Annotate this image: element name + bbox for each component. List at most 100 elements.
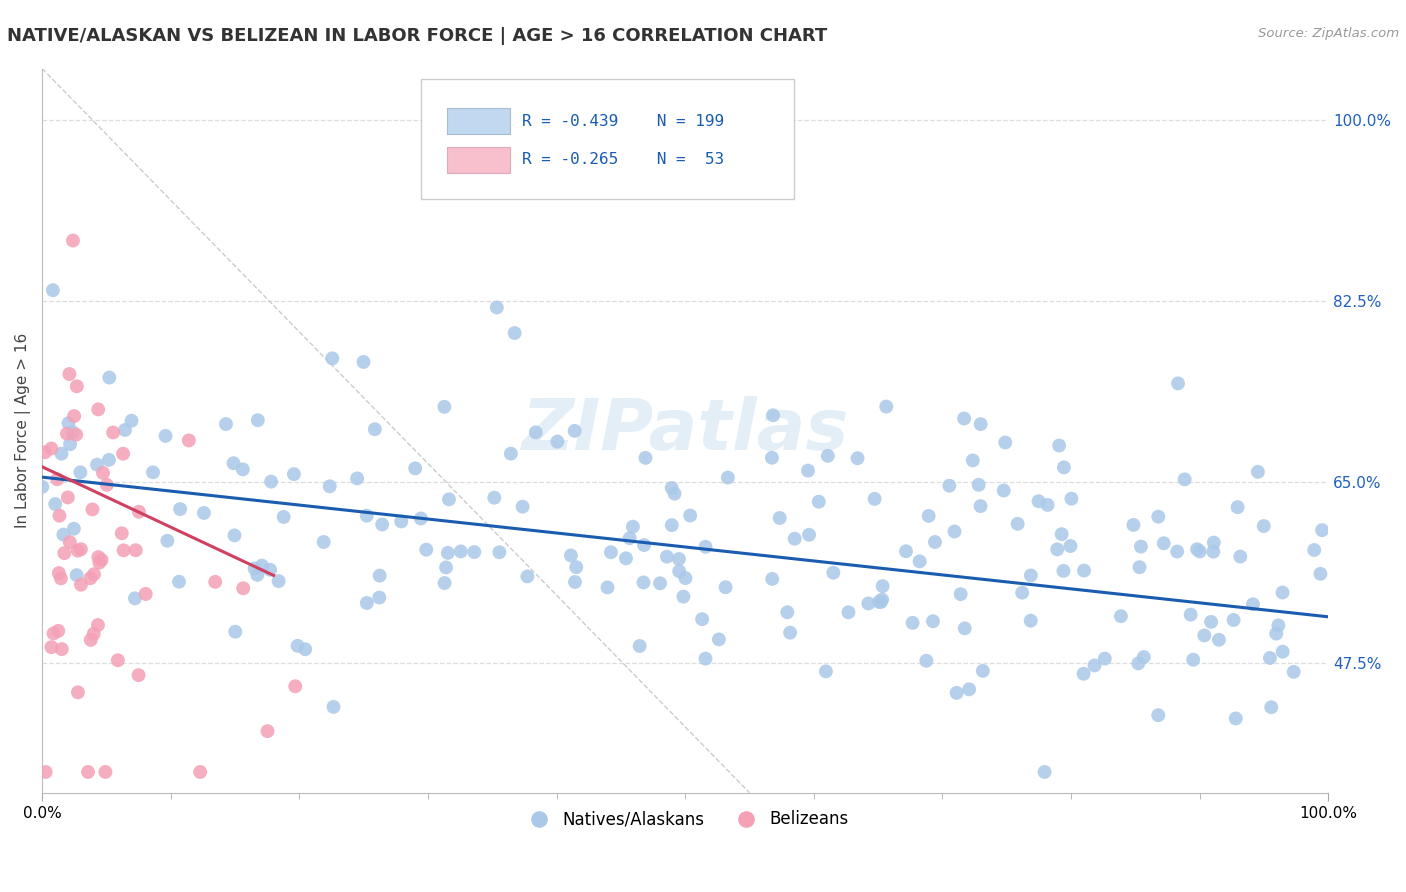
FancyBboxPatch shape [447,108,510,135]
Point [1271,585,1294,599]
Point [1225,711,1247,725]
Point [872,579,894,593]
Point [114,423,136,437]
Point [673,571,696,585]
Point [86,458,108,472]
Point [1174,472,1197,486]
Point [128,668,150,682]
Point [65,427,87,442]
Point [1083,658,1105,673]
Point [1128,657,1150,671]
Point [967,478,990,492]
Point [188,764,211,779]
Point [596,581,619,595]
Point [1059,539,1081,553]
Point [1122,517,1144,532]
Point [797,528,820,542]
Point [246,413,269,427]
Text: ZIPatlas: ZIPatlas [522,396,849,465]
Point [215,417,238,431]
Point [312,535,335,549]
Point [63,522,86,536]
Point [814,665,837,679]
Point [34,445,56,459]
Point [769,511,792,525]
Point [565,560,588,574]
Point [512,500,534,514]
Point [634,450,657,465]
Point [1129,540,1152,554]
Point [193,506,215,520]
Point [1073,666,1095,681]
Point [322,699,344,714]
Point [564,574,586,589]
Point [80,632,103,647]
Point [204,574,226,589]
Y-axis label: In Labor Force | Age > 16: In Labor Force | Age > 16 [15,333,31,528]
Point [434,560,457,574]
Point [128,505,150,519]
Point [1247,465,1270,479]
Point [111,526,134,541]
Point [858,597,880,611]
Point [817,449,839,463]
Point [485,301,508,315]
Point [1047,438,1070,452]
Point [321,351,343,366]
Text: Source: ZipAtlas.com: Source: ZipAtlas.com [1258,27,1399,40]
Point [70,542,93,557]
Point [222,456,245,470]
Point [56,491,79,505]
Point [783,532,806,546]
Point [41,442,63,456]
Point [49,571,72,585]
Point [142,465,165,479]
Point [62,234,84,248]
Point [679,508,702,523]
Point [1147,708,1170,723]
Point [1185,542,1208,557]
Point [415,542,437,557]
Point [953,621,976,635]
Point [875,400,897,414]
Point [1094,651,1116,665]
Point [1109,609,1132,624]
Point [70,577,93,591]
Point [972,664,994,678]
Point [1309,566,1331,581]
Point [672,590,695,604]
Point [1132,650,1154,665]
Point [1019,568,1042,582]
Point [51,447,73,461]
FancyBboxPatch shape [447,146,510,173]
Point [797,464,820,478]
Point [250,558,273,573]
Point [993,483,1015,498]
Point [1253,519,1275,533]
Point [169,502,191,516]
Point [89,556,111,570]
Point [260,475,283,489]
Point [1052,564,1074,578]
Point [1033,764,1056,779]
Point [1258,651,1281,665]
Point [1226,500,1249,515]
Point [524,425,547,440]
Point [717,470,740,484]
Point [135,587,157,601]
Point [34,764,56,779]
Point [66,685,89,699]
Point [917,508,939,523]
Point [695,540,717,554]
Point [957,682,980,697]
Point [44,497,66,511]
Point [77,764,100,779]
Point [94,764,117,779]
Point [79,571,101,585]
Point [560,549,582,563]
Point [938,479,960,493]
Point [232,462,254,476]
Point [1208,632,1230,647]
Point [628,639,651,653]
Point [364,422,387,436]
